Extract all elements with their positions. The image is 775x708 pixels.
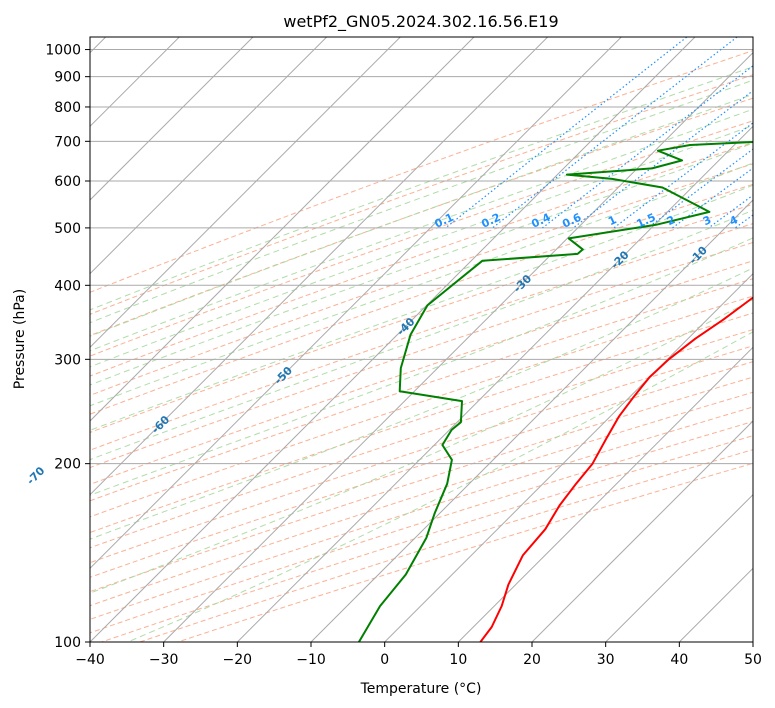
y-tick-label: 1000 <box>45 43 81 59</box>
isotherm-line <box>310 199 753 642</box>
isotherm-line <box>90 37 475 422</box>
isotherm-line <box>90 37 328 275</box>
dry-adiabat-line <box>90 183 753 415</box>
dry-adiabat-line <box>90 278 753 502</box>
x-axis-label: Temperature (°C) <box>360 681 482 697</box>
mixing-ratio-line <box>445 37 688 229</box>
x-tick-label: −40 <box>75 652 105 668</box>
chart-title: wetPf2_GN05.2024.302.16.56.E19 <box>283 12 558 32</box>
dry-adiabat-line <box>90 241 753 469</box>
moist-adiabat-line <box>90 299 753 594</box>
x-tick-label: −30 <box>149 652 179 668</box>
y-tick-label: 800 <box>54 100 81 116</box>
x-tick-label: 40 <box>670 652 688 668</box>
mixing-ratio-line <box>492 37 738 229</box>
x-tick-label: −10 <box>296 652 326 668</box>
y-tick-label: 500 <box>54 221 81 237</box>
dry-adiabat-line <box>90 223 753 451</box>
isotherm-line <box>531 420 753 642</box>
isotherm-line <box>90 37 402 349</box>
profile-series <box>358 141 753 642</box>
x-tick-label: 0 <box>380 652 389 668</box>
moist-adiabat-line <box>90 93 753 337</box>
x-tick-label: 20 <box>523 652 541 668</box>
y-tick-label: 700 <box>54 134 81 150</box>
x-tick-label: 30 <box>597 652 615 668</box>
moist-adiabat-line <box>90 237 753 496</box>
mixing-ratio-line <box>613 122 753 229</box>
dry-adiabat-line <box>90 142 753 377</box>
dry-adiabat-line <box>90 312 753 534</box>
dewpoint-line <box>358 141 753 642</box>
y-tick-label: 600 <box>54 174 81 190</box>
moist-adiabat-line <box>90 79 753 324</box>
isotherm-line <box>162 51 753 642</box>
x-axis: −40 −30 −20 −10 0 10 20 30 40 50 <box>75 642 762 668</box>
y-tick-label: 900 <box>54 70 81 86</box>
y-axis: 100 200 300 400 500 600 700 800 900 1000 <box>45 43 90 651</box>
moist-adiabat-line <box>90 184 753 431</box>
isotherm-line <box>90 37 696 642</box>
x-tick-label: 50 <box>744 652 762 668</box>
isotherm-line <box>90 37 254 201</box>
dry-adiabat-line <box>90 74 753 315</box>
moist-adiabat-line <box>90 66 753 311</box>
moist-adiabat-line <box>90 142 753 386</box>
isotherm-line <box>236 125 753 642</box>
x-tick-label: −20 <box>223 652 253 668</box>
plot-frame <box>89 36 754 643</box>
isotherm-line <box>604 493 753 642</box>
y-axis-label: Pressure (hPa) <box>12 289 28 389</box>
temperature-line <box>479 296 753 642</box>
moist-adiabat-line <box>90 267 753 540</box>
y-tick-label: 300 <box>54 352 81 368</box>
isotherm-line <box>90 37 549 496</box>
isotherm-line <box>90 37 623 570</box>
background-lines <box>90 37 753 642</box>
y-tick-label: 400 <box>54 278 81 294</box>
isotherm-line <box>457 346 753 642</box>
mixing-ratio-line <box>542 65 753 229</box>
moist-adiabat-line <box>90 162 753 407</box>
x-tick-label: 10 <box>449 652 467 668</box>
y-tick-label: 200 <box>54 457 81 473</box>
dry-adiabat-line <box>90 260 753 485</box>
isotherm-line <box>383 272 753 642</box>
y-tick-label: 100 <box>54 635 81 651</box>
dry-adiabat-line <box>90 295 753 518</box>
